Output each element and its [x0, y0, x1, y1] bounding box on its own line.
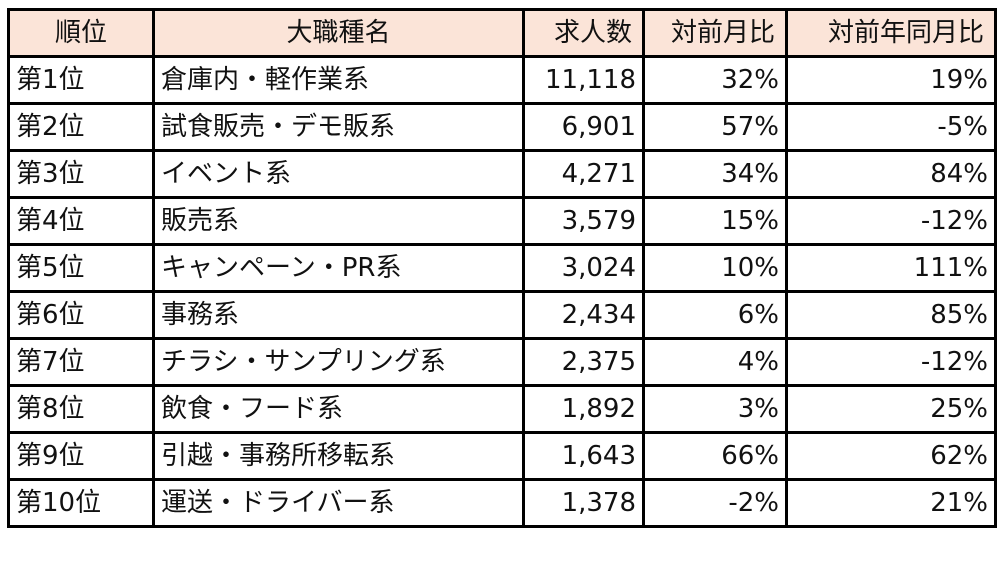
job-count-cell: 3,024: [522, 243, 645, 293]
job-ranking-table: 順位 大職種名 求人数 対前月比 対前年同月比 第1位 倉庫内・軽作業系 11,…: [7, 8, 997, 528]
job-category-cell: 飲食・フード系: [152, 384, 525, 434]
mom-cell: 10%: [642, 243, 788, 293]
mom-cell: 3%: [642, 384, 788, 434]
mom-cell: 34%: [642, 149, 788, 199]
header-job-category: 大職種名: [152, 8, 525, 58]
rank-cell: 第5位: [7, 243, 155, 293]
table-row: 第6位 事務系 2,434 6% 85%: [7, 290, 997, 340]
job-count-cell: 2,434: [522, 290, 645, 340]
job-count-cell: 2,375: [522, 337, 645, 387]
mom-cell: 4%: [642, 337, 788, 387]
table-row: 第3位 イベント系 4,271 34% 84%: [7, 149, 997, 199]
job-category-cell: 販売系: [152, 196, 525, 246]
mom-cell: 15%: [642, 196, 788, 246]
table-row: 第8位 飲食・フード系 1,892 3% 25%: [7, 384, 997, 434]
yoy-cell: -5%: [785, 102, 997, 152]
header-job-count: 求人数: [522, 8, 645, 58]
table-row: 第10位 運送・ドライバー系 1,378 -2% 21%: [7, 478, 997, 528]
table-row: 第2位 試食販売・デモ販系 6,901 57% -5%: [7, 102, 997, 152]
yoy-cell: 19%: [785, 55, 997, 105]
job-category-cell: キャンペーン・PR系: [152, 243, 525, 293]
rank-cell: 第10位: [7, 478, 155, 528]
table-row: 第5位 キャンペーン・PR系 3,024 10% 111%: [7, 243, 997, 293]
job-category-cell: イベント系: [152, 149, 525, 199]
job-category-cell: チラシ・サンプリング系: [152, 337, 525, 387]
header-month-over-month: 対前月比: [642, 8, 788, 58]
job-category-cell: 試食販売・デモ販系: [152, 102, 525, 152]
table-row: 第4位 販売系 3,579 15% -12%: [7, 196, 997, 246]
table-row: 第7位 チラシ・サンプリング系 2,375 4% -12%: [7, 337, 997, 387]
mom-cell: 6%: [642, 290, 788, 340]
header-row: 順位 大職種名 求人数 対前月比 対前年同月比: [7, 8, 997, 58]
mom-cell: 66%: [642, 431, 788, 481]
job-count-cell: 1,378: [522, 478, 645, 528]
yoy-cell: -12%: [785, 337, 997, 387]
job-count-cell: 4,271: [522, 149, 645, 199]
rank-cell: 第6位: [7, 290, 155, 340]
header-year-over-year: 対前年同月比: [785, 8, 997, 58]
yoy-cell: 62%: [785, 431, 997, 481]
job-category-cell: 引越・事務所移転系: [152, 431, 525, 481]
rank-cell: 第2位: [7, 102, 155, 152]
rank-cell: 第9位: [7, 431, 155, 481]
mom-cell: 57%: [642, 102, 788, 152]
table-row: 第9位 引越・事務所移転系 1,643 66% 62%: [7, 431, 997, 481]
job-category-cell: 事務系: [152, 290, 525, 340]
job-category-cell: 運送・ドライバー系: [152, 478, 525, 528]
yoy-cell: 84%: [785, 149, 997, 199]
yoy-cell: 21%: [785, 478, 997, 528]
job-count-cell: 6,901: [522, 102, 645, 152]
job-count-cell: 1,643: [522, 431, 645, 481]
table-body: 第1位 倉庫内・軽作業系 11,118 32% 19% 第2位 試食販売・デモ販…: [7, 55, 997, 528]
mom-cell: 32%: [642, 55, 788, 105]
rank-cell: 第3位: [7, 149, 155, 199]
rank-cell: 第4位: [7, 196, 155, 246]
yoy-cell: 111%: [785, 243, 997, 293]
header-rank: 順位: [7, 8, 155, 58]
rank-cell: 第7位: [7, 337, 155, 387]
yoy-cell: 25%: [785, 384, 997, 434]
job-category-cell: 倉庫内・軽作業系: [152, 55, 525, 105]
yoy-cell: 85%: [785, 290, 997, 340]
table-row: 第1位 倉庫内・軽作業系 11,118 32% 19%: [7, 55, 997, 105]
rank-cell: 第8位: [7, 384, 155, 434]
job-count-cell: 3,579: [522, 196, 645, 246]
job-count-cell: 1,892: [522, 384, 645, 434]
job-count-cell: 11,118: [522, 55, 645, 105]
yoy-cell: -12%: [785, 196, 997, 246]
mom-cell: -2%: [642, 478, 788, 528]
rank-cell: 第1位: [7, 55, 155, 105]
table-header: 順位 大職種名 求人数 対前月比 対前年同月比: [7, 8, 997, 58]
